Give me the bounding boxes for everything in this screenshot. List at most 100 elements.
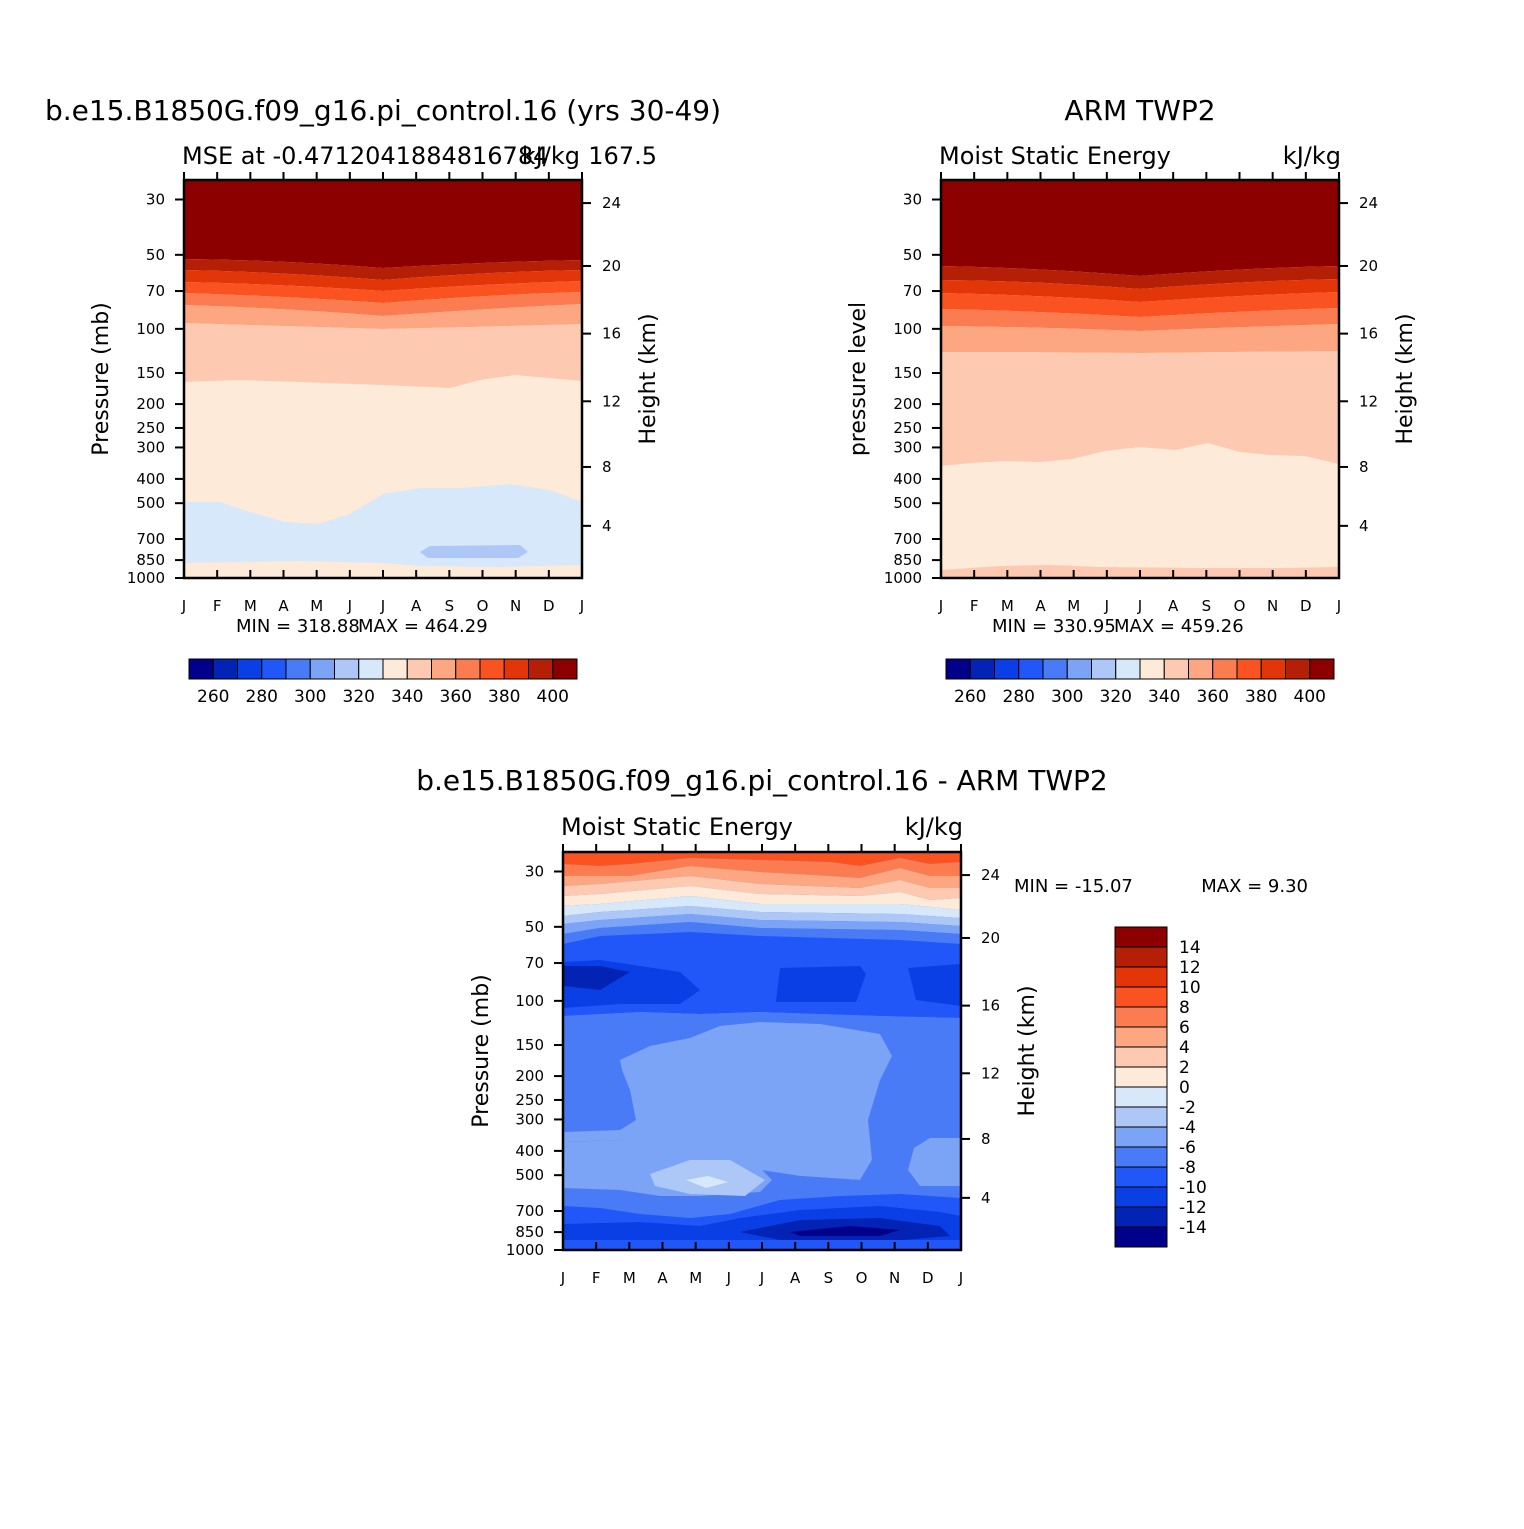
y-tick-label: 150 — [515, 1036, 544, 1054]
colorbar-swatch — [994, 658, 1020, 680]
colorbar-label: 10 — [1179, 978, 1201, 998]
y-tick-label: 100 — [893, 320, 922, 338]
colorbar-label: 300 — [1051, 687, 1083, 707]
x-tick-label: O — [1234, 597, 1246, 615]
x-tick-label: D — [543, 597, 555, 615]
colorbar-swatch — [1114, 1146, 1168, 1168]
y-tick-right-label: 16 — [981, 997, 1000, 1015]
x-tick-label: O — [856, 1269, 868, 1287]
panel-diff-field — [563, 852, 961, 1250]
colorbar-swatch — [1188, 658, 1214, 680]
colorbar-swatch — [1114, 1066, 1168, 1088]
panel-obs-ylabel-right: Height (km) — [1393, 313, 1418, 444]
x-tick-label: S — [824, 1269, 834, 1287]
panel-model-subtitle-extra: 167.5 — [588, 142, 657, 170]
panel-model-ylabel-right: Height (km) — [636, 313, 661, 444]
colorbar-swatch — [285, 658, 311, 680]
y-tick-label: 400 — [136, 470, 165, 488]
colorbar-swatch — [1114, 946, 1168, 968]
x-tick-label: J — [938, 597, 943, 615]
y-tick-label: 500 — [515, 1166, 544, 1184]
y-tick-right-label: 12 — [981, 1064, 1000, 1082]
y-tick-label: 250 — [136, 419, 165, 437]
colorbar-label: 360 — [440, 687, 472, 707]
colorbar-label: 340 — [391, 687, 423, 707]
x-tick-label: A — [1035, 597, 1046, 615]
y-tick-label: 50 — [525, 918, 544, 936]
y-tick-label: 150 — [136, 364, 165, 382]
y-tick-label: 850 — [136, 551, 165, 569]
colorbar-swatch — [969, 658, 995, 680]
y-tick-label: 30 — [146, 191, 165, 209]
colorbar-swatch — [309, 658, 335, 680]
colorbar-label: 280 — [1003, 687, 1035, 707]
x-tick-label: M — [1001, 597, 1014, 615]
colorbar-label: 380 — [488, 687, 520, 707]
panel-model: b.e15.B1850G.f09_g16.pi_control.16 (yrs … — [45, 94, 721, 707]
colorbar-label: 320 — [343, 687, 375, 707]
colorbar-label: 400 — [537, 687, 569, 707]
colorbar-label: 320 — [1100, 687, 1132, 707]
colorbar-label: 8 — [1179, 998, 1190, 1018]
colorbar-swatch — [1066, 658, 1092, 680]
colorbar-swatch — [358, 658, 384, 680]
colorbar-swatch — [1091, 658, 1117, 680]
panel-model-units: kJ/kg — [522, 142, 580, 170]
panel-model-colorbar: 260 280 300 320 340 360 380 400 — [188, 658, 578, 707]
colorbar-label: -12 — [1179, 1198, 1207, 1218]
colorbar-swatch — [1114, 1086, 1168, 1108]
colorbar-swatch — [1285, 658, 1311, 680]
colorbar-label: 0 — [1179, 1078, 1190, 1098]
colorbar-label: 2 — [1179, 1058, 1190, 1078]
x-tick-label: J — [347, 597, 352, 615]
colorbar-swatch — [1114, 1006, 1168, 1028]
x-tick-label: S — [445, 597, 455, 615]
x-tick-label: F — [592, 1269, 601, 1287]
x-tick-label: M — [310, 597, 323, 615]
panel-diff-ylabel: Pressure (mb) — [469, 974, 494, 1128]
colorbar-swatch — [1139, 658, 1165, 680]
panel-obs-title: ARM TWP2 — [1064, 94, 1215, 127]
y-tick-right-label: 8 — [1359, 458, 1369, 476]
panel-obs-min: MIN = 330.95 — [992, 616, 1116, 637]
colorbar-swatch — [431, 658, 457, 680]
colorbar-swatch — [1114, 1166, 1168, 1188]
panel-obs-field — [941, 180, 1339, 578]
colorbar-swatch — [528, 658, 554, 680]
colorbar-label: 360 — [1197, 687, 1229, 707]
y-tick-right-label: 24 — [1359, 194, 1378, 212]
x-tick-label: A — [790, 1269, 801, 1287]
x-tick-label: N — [510, 597, 521, 615]
y-tick-label: 150 — [893, 364, 922, 382]
y-tick-label: 100 — [515, 992, 544, 1010]
colorbar-label: 12 — [1179, 958, 1201, 978]
colorbar-swatch — [503, 658, 529, 680]
y-tick-label: 200 — [515, 1067, 544, 1085]
y-tick-label: 400 — [515, 1142, 544, 1160]
colorbar-label: -14 — [1179, 1218, 1207, 1238]
y-tick-right-label: 16 — [1359, 325, 1378, 343]
panel-model-subtitle-left: MSE at -0.4712041884816784 — [182, 142, 548, 170]
x-tick-label: J — [958, 1269, 963, 1287]
colorbar-label: 280 — [246, 687, 278, 707]
x-tick-label: J — [759, 1269, 764, 1287]
colorbar-swatch — [212, 658, 238, 680]
colorbar-swatch — [1114, 1206, 1168, 1228]
colorbar-swatch — [1236, 658, 1262, 680]
colorbar-label: 400 — [1294, 687, 1326, 707]
y-tick-label: 1000 — [127, 569, 165, 587]
colorbar-label: 4 — [1179, 1038, 1190, 1058]
colorbar-swatch — [1115, 658, 1141, 680]
y-tick-label: 1000 — [506, 1241, 544, 1259]
colorbar-swatch — [1114, 1126, 1168, 1148]
colorbar-label: -6 — [1179, 1138, 1196, 1158]
colorbar-swatch — [1309, 658, 1335, 680]
x-tick-label: D — [922, 1269, 934, 1287]
x-tick-label: F — [213, 597, 222, 615]
x-tick-label: J — [1336, 597, 1341, 615]
x-tick-label: A — [278, 597, 289, 615]
x-tick-label: N — [889, 1269, 900, 1287]
x-tick-label: J — [181, 597, 186, 615]
